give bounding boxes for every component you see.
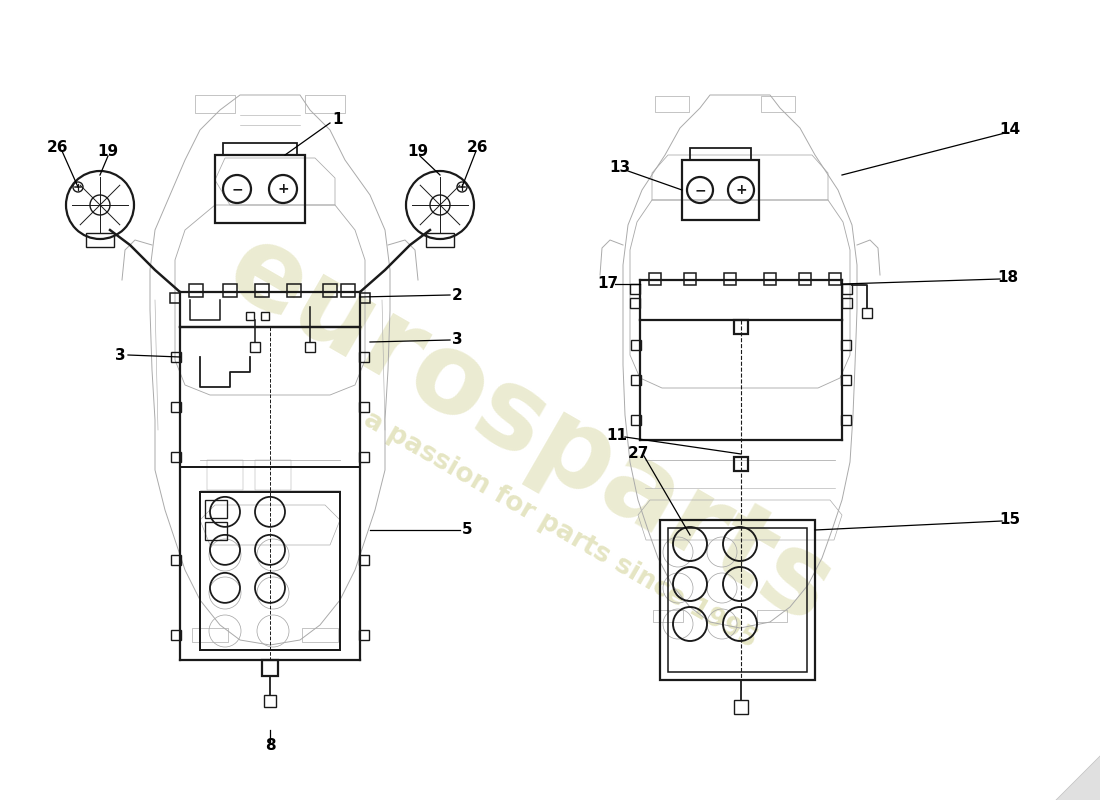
Bar — [359, 352, 369, 362]
Text: a passion for parts since 1995: a passion for parts since 1995 — [359, 406, 761, 654]
Bar — [170, 402, 182, 412]
Bar — [842, 284, 852, 294]
Bar — [761, 96, 795, 112]
Bar — [250, 342, 260, 352]
Bar — [653, 610, 683, 622]
Bar — [359, 402, 369, 412]
Bar — [799, 273, 811, 285]
Bar — [341, 284, 355, 297]
Bar — [862, 308, 872, 318]
Bar — [757, 610, 786, 622]
Bar — [170, 352, 182, 362]
Bar — [302, 628, 338, 642]
Bar — [649, 273, 661, 285]
Text: 27: 27 — [627, 446, 649, 461]
Bar — [261, 312, 270, 320]
Text: 17: 17 — [597, 277, 618, 291]
Bar — [305, 95, 345, 113]
Bar — [86, 233, 114, 247]
Bar — [223, 143, 297, 155]
Bar — [207, 460, 243, 490]
Text: eurosparts: eurosparts — [209, 214, 851, 646]
Bar — [170, 452, 182, 462]
Bar — [630, 284, 640, 294]
Bar — [734, 320, 748, 334]
Bar — [682, 160, 759, 220]
Bar — [264, 695, 276, 707]
Text: −: − — [231, 182, 243, 196]
Text: 13: 13 — [609, 161, 630, 175]
Bar — [170, 293, 180, 303]
Bar — [189, 284, 204, 297]
Bar — [287, 284, 301, 297]
Polygon shape — [1055, 755, 1100, 800]
Text: 5: 5 — [462, 522, 472, 538]
Bar — [205, 522, 227, 540]
Bar — [214, 155, 305, 223]
Bar — [660, 520, 815, 680]
Bar — [262, 660, 278, 676]
Text: 19: 19 — [407, 145, 429, 159]
Bar — [323, 284, 337, 297]
Bar — [829, 273, 842, 285]
Bar — [842, 415, 851, 425]
Text: 26: 26 — [47, 141, 68, 155]
Bar — [360, 293, 370, 303]
Bar — [255, 460, 292, 490]
Text: 18: 18 — [998, 270, 1019, 286]
Text: −: − — [694, 183, 706, 197]
Bar — [631, 375, 641, 385]
Text: 15: 15 — [1000, 513, 1021, 527]
Bar — [668, 528, 807, 672]
Bar — [724, 273, 736, 285]
Bar — [426, 233, 454, 247]
Bar — [654, 96, 689, 112]
Bar — [200, 492, 340, 650]
Bar — [223, 284, 236, 297]
Text: 1: 1 — [332, 111, 343, 126]
Bar — [359, 555, 369, 565]
Bar — [764, 273, 776, 285]
Bar — [192, 628, 228, 642]
Text: 19: 19 — [98, 145, 119, 159]
Text: +: + — [277, 182, 289, 196]
Text: 3: 3 — [114, 347, 125, 362]
Bar — [359, 630, 369, 640]
Bar — [734, 457, 748, 470]
Bar — [690, 148, 751, 160]
Bar — [630, 298, 640, 308]
Bar — [842, 375, 851, 385]
Text: 14: 14 — [1000, 122, 1021, 138]
Bar — [734, 700, 748, 714]
Text: 2: 2 — [452, 287, 462, 302]
Bar — [205, 500, 227, 518]
Bar — [631, 340, 641, 350]
Bar — [195, 95, 235, 113]
Text: +: + — [735, 183, 747, 197]
Bar — [170, 555, 182, 565]
Bar — [359, 452, 369, 462]
Bar — [246, 312, 254, 320]
Bar — [631, 415, 641, 425]
Text: 3: 3 — [452, 333, 462, 347]
Text: 11: 11 — [606, 427, 627, 442]
Bar — [305, 342, 315, 352]
Bar — [842, 298, 852, 308]
Bar — [255, 284, 270, 297]
Text: 26: 26 — [468, 141, 488, 155]
Bar — [684, 273, 696, 285]
Bar — [170, 630, 182, 640]
Bar — [842, 340, 851, 350]
Text: 8: 8 — [265, 738, 275, 753]
